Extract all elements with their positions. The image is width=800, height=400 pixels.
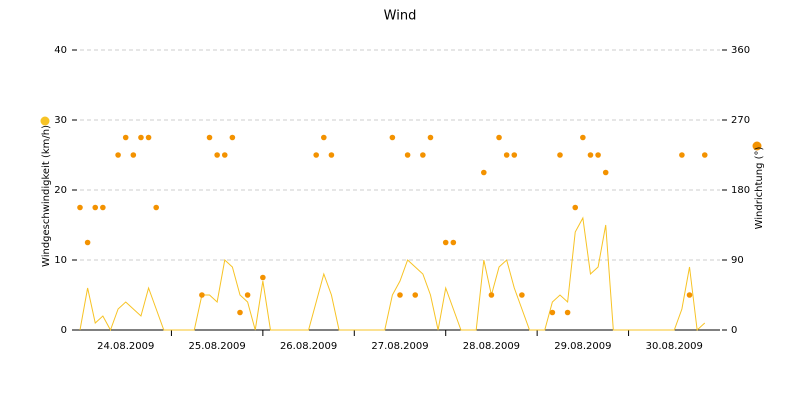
direction-point <box>397 292 403 298</box>
direction-point <box>701 152 708 158</box>
direction-point <box>488 292 495 298</box>
direction-point <box>602 169 609 176</box>
chart-title: Wind <box>384 9 417 24</box>
direction-point <box>427 134 434 141</box>
direction-point <box>481 169 487 176</box>
direction-point <box>412 292 419 298</box>
y-tick-label: 0 <box>61 325 67 336</box>
speed-line <box>79 216 706 332</box>
direction-point <box>214 152 220 158</box>
y-tick-label: 10 <box>54 255 67 266</box>
direction-point <box>206 134 213 141</box>
y2-tick-label: 0 <box>731 325 737 336</box>
direction-point <box>328 152 335 158</box>
direction-point <box>84 239 91 246</box>
direction-point <box>145 134 152 141</box>
direction-point <box>580 134 586 141</box>
direction-point <box>519 292 525 298</box>
direction-point <box>237 309 243 316</box>
direction-point <box>679 152 685 158</box>
direction-point <box>557 152 563 158</box>
direction-point <box>442 239 449 246</box>
y2-tick-label: 90 <box>731 255 744 266</box>
direction-point <box>153 204 159 211</box>
direction-point <box>572 204 579 211</box>
legend-marker <box>40 116 50 126</box>
direction-point <box>244 292 251 298</box>
direction-point <box>130 152 137 158</box>
direction-point <box>321 134 327 141</box>
direction-point <box>115 152 121 158</box>
x-tick-label: 30.08.2009 <box>646 341 703 352</box>
direction-point <box>496 134 502 141</box>
x-tick-label: 24.08.2009 <box>97 341 154 352</box>
legend-label: Windrichtung (°) <box>754 147 765 230</box>
direction-point <box>92 204 99 211</box>
direction-point <box>564 309 571 316</box>
y-tick-label: 20 <box>54 185 67 196</box>
y-tick-label: 40 <box>54 45 67 56</box>
direction-point <box>313 152 319 158</box>
legend-marker <box>752 141 762 151</box>
direction-point <box>389 134 396 141</box>
direction-point <box>229 134 236 141</box>
direction-point <box>77 204 83 211</box>
direction-point <box>221 152 228 158</box>
direction-point <box>549 309 556 316</box>
x-tick-label: 27.08.2009 <box>371 341 428 352</box>
direction-point <box>503 152 510 158</box>
x-tick-label: 28.08.2009 <box>463 341 520 352</box>
direction-point <box>404 152 411 158</box>
y2-tick-label: 180 <box>731 185 750 196</box>
x-tick-label: 26.08.2009 <box>280 341 337 352</box>
y2-tick-label: 360 <box>731 45 750 56</box>
direction-point <box>199 292 205 298</box>
direction-point <box>138 134 144 141</box>
direction-point <box>122 134 129 141</box>
y2-tick-label: 270 <box>731 115 750 126</box>
direction-point <box>420 152 426 158</box>
x-tick-label: 29.08.2009 <box>554 341 611 352</box>
direction-point <box>450 239 457 246</box>
direction-point <box>587 152 594 158</box>
y-tick-label: 30 <box>54 115 67 126</box>
legend-label: Windgeschwindigkeit (km/h) <box>41 125 52 267</box>
direction-point <box>511 152 518 158</box>
direction-point <box>595 152 601 158</box>
direction-point <box>260 274 266 281</box>
direction-point <box>100 204 106 211</box>
x-tick-label: 25.08.2009 <box>189 341 246 352</box>
direction-point <box>686 292 693 298</box>
